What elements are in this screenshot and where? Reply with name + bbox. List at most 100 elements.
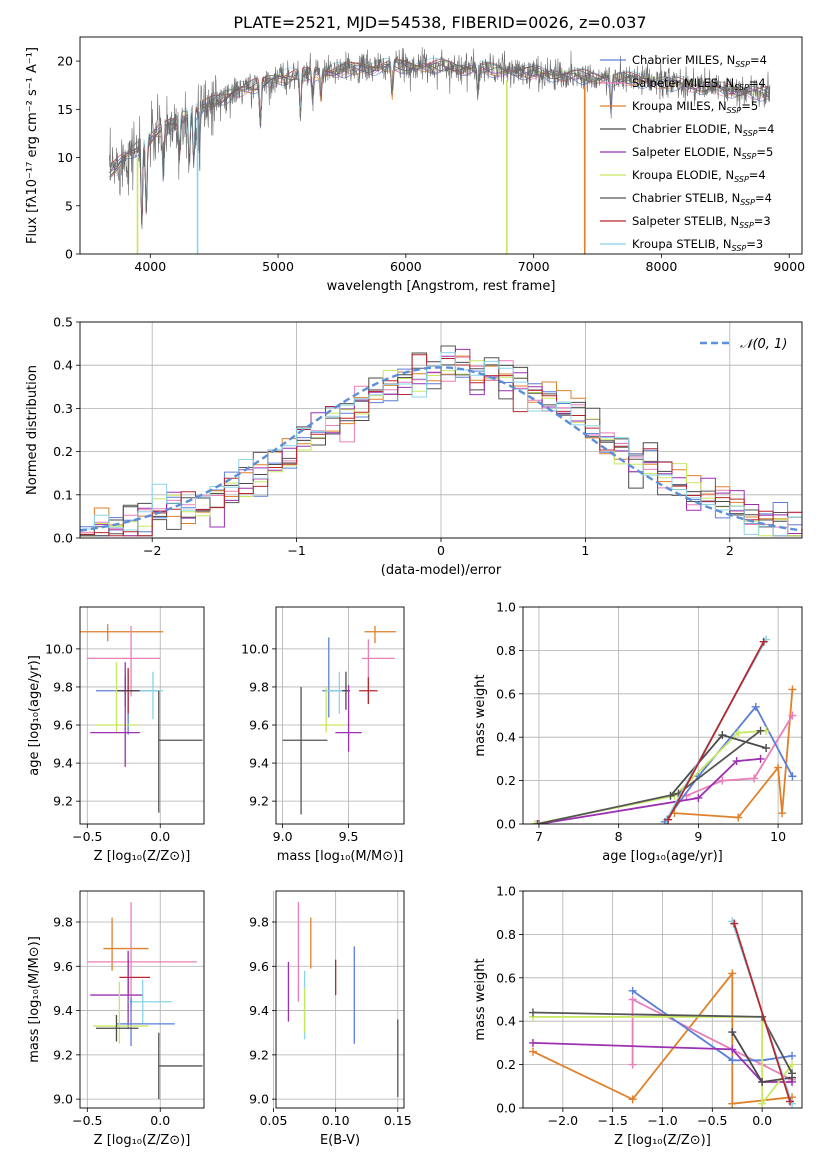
weight-point-marker	[694, 793, 703, 802]
weight-point-marker	[528, 1008, 537, 1017]
x-tick-label: −1.5	[597, 1113, 627, 1128]
weight-point-marker	[756, 754, 765, 763]
weight-series	[530, 726, 771, 824]
weight-series-line	[538, 758, 761, 824]
panel-mass_vs_EBV: 0.05 0.10 0.15 9.0 9.2 9.4 9.6 9.8 E(B-V)	[249, 890, 412, 1148]
y-tick-label: 9.8	[53, 679, 73, 694]
plot-area	[282, 626, 397, 815]
axes-frame	[275, 890, 405, 1109]
weight-point-marker	[788, 1060, 797, 1069]
y-tick-label: 0.0	[496, 1101, 516, 1116]
x-tick-label: 0.0	[752, 1113, 772, 1128]
x-axis-label: Z [log₁₀(Z/Z⊙)]	[94, 1133, 191, 1148]
y-axis-label: Normed distribution	[25, 365, 40, 495]
y-axis-label: age [log₁₀(age/yr)]	[27, 655, 42, 776]
y-tick-label: 9.8	[53, 915, 73, 930]
weight-point-marker	[528, 1038, 537, 1047]
axes-frame	[522, 606, 803, 825]
errorbar-point	[94, 662, 139, 733]
x-axis-label: Z [log₁₀(Z/Z⊙)]	[94, 849, 191, 864]
x-tick-label: 9	[694, 829, 702, 844]
x-axis-label: E(B-V)	[320, 1133, 360, 1148]
panel-weight_vs_Z: −2.0 −1.5 −1.0 −0.5 0.0 0.0 0.2 0.4 0.6 0.8 1.0 Z […	[473, 884, 803, 1148]
x-tick-label: 0	[437, 543, 445, 558]
legend-entry-1: Salpeter MILES, NSSP=4	[632, 76, 766, 92]
y-axis-label: Flux [fλ10⁻¹⁷ erg cm⁻² s⁻¹ A⁻¹]	[25, 47, 40, 244]
errorbar-point	[364, 626, 397, 644]
y-tick-label: 10	[57, 150, 73, 165]
y-tick-label: 9.4	[53, 1003, 73, 1018]
y-tick-label: 15	[57, 102, 73, 117]
x-tick-label: 0.15	[384, 1113, 412, 1128]
weight-point-marker	[786, 1097, 795, 1106]
weight-point-marker	[756, 726, 765, 735]
legend-entry-3: Chabrier ELODIE, NSSP=4	[632, 122, 774, 138]
weight-point-marker	[628, 1060, 637, 1069]
residual-histogram-step	[80, 352, 802, 537]
axes-frame	[79, 890, 205, 1109]
y-tick-label: 0.6	[496, 970, 516, 985]
errorbar-point	[282, 686, 328, 815]
plot-area	[80, 345, 802, 537]
weight-series-line	[534, 729, 767, 824]
y-axis-label: mass [log₁₀(M/M⊙)]	[27, 936, 42, 1063]
axes-frame	[79, 321, 803, 539]
x-tick-label: 8000	[646, 259, 678, 274]
y-tick-label: 1.0	[496, 884, 516, 899]
x-tick-label: −0.5	[72, 829, 102, 844]
errorbar-point	[93, 981, 149, 1044]
errorbar-point	[359, 677, 378, 705]
legend-entry-2: Kroupa MILES, NSSP=5	[632, 99, 758, 115]
x-tick-label: 1	[581, 543, 589, 558]
y-tick-label: 0.8	[496, 927, 516, 942]
y-tick-label: 9.6	[249, 718, 269, 733]
legend-entry-5: Kroupa ELODIE, NSSP=4	[632, 168, 766, 184]
weight-series-line	[686, 715, 794, 797]
y-tick-label: 0.3	[53, 401, 73, 416]
weight-point-marker	[718, 776, 727, 785]
panel-age_vs_mass: 9.0 9.5 9.2 9.4 9.6 9.8 10.0 mass [log₁₀(M/M⊙)]	[241, 606, 405, 864]
weight-point-marker	[628, 1095, 637, 1104]
legend-entry-6: Chabrier STELIB, NSSP=4	[632, 191, 772, 207]
plot-area	[109, 47, 771, 254]
y-tick-label: 0.2	[496, 773, 516, 788]
y-tick-label: 9.4	[249, 1003, 269, 1018]
y-tick-label: 5	[65, 198, 73, 213]
errorbar-point	[319, 686, 345, 733]
y-tick-label: 9.0	[53, 1092, 73, 1107]
y-tick-label: 10.0	[241, 641, 269, 656]
observed-spectrum-line	[109, 47, 771, 230]
weight-series	[528, 1008, 797, 1078]
x-axis-label: (data-model)/error	[381, 563, 502, 578]
panel-mass_vs_Z: −0.5 0.0 9.0 9.2 9.4 9.6 9.8 Z [log₁₀(Z/Z⊙)] mas…	[27, 890, 205, 1148]
weight-point-marker	[528, 1047, 537, 1056]
errorbar-point	[80, 624, 164, 642]
axes-frame	[522, 890, 803, 1109]
x-tick-label: 0.05	[260, 1113, 288, 1128]
panel-weight_vs_age: 7 8 9 10 0.0 0.2 0.4 0.6 0.8 1.0 age [log₁₀(age/yr…	[473, 600, 803, 864]
weight-point-marker	[732, 757, 741, 766]
x-tick-label: −2.0	[548, 1113, 578, 1128]
errorbar-point	[138, 671, 164, 720]
y-tick-label: 9.2	[249, 1047, 269, 1062]
weight-series	[664, 637, 768, 824]
x-tick-label: 6000	[390, 259, 422, 274]
weight-point-marker	[628, 995, 637, 1004]
y-tick-label: 9.2	[249, 794, 269, 809]
y-tick-label: 9.2	[53, 794, 73, 809]
weight-point-marker	[728, 969, 737, 978]
weight-series-line	[532, 1042, 792, 1083]
x-tick-label: −1.0	[647, 1113, 677, 1128]
plots-layer: 4000 5000 6000 7000 8000 900005101520waveleng…	[25, 36, 805, 1148]
y-tick-label: 9.6	[53, 718, 73, 733]
x-tick-label: 0.0	[150, 1113, 170, 1128]
x-tick-label: 9.0	[273, 829, 293, 844]
errorbar-point	[119, 959, 151, 996]
weight-point-marker	[788, 772, 797, 781]
weight-point-marker	[788, 685, 797, 694]
axes-frame	[275, 606, 405, 825]
figure-title: PLATE=2521, MJD=54538, FIBERID=0026, z=0…	[233, 13, 646, 32]
errorbar-point	[116, 997, 175, 1046]
x-tick-label: 0.10	[322, 1113, 350, 1128]
y-tick-label: 0.8	[496, 643, 516, 658]
